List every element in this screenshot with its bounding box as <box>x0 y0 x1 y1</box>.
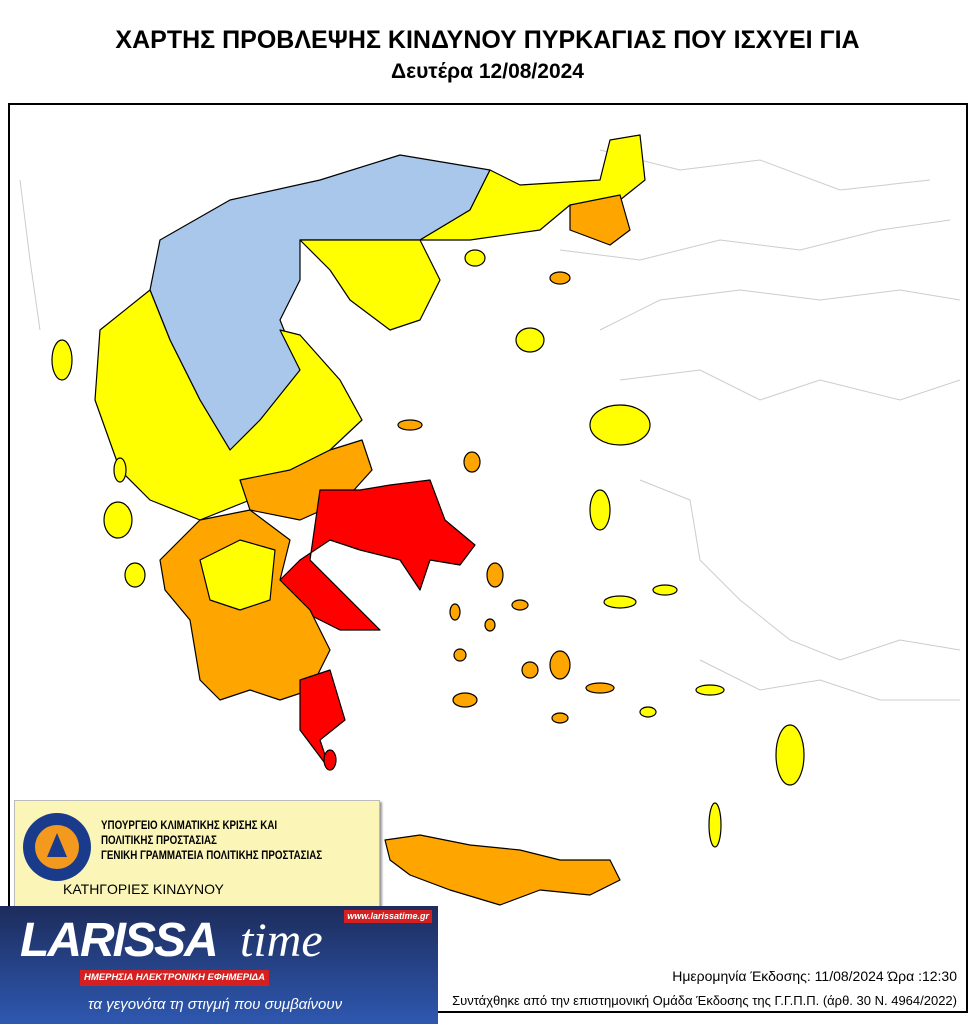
ministry-line-3: ΓΕΝΙΚΗ ΓΡΑΜΜΑΤΕΙΑ ΠΟΛΙΤΙΚΗΣ ΠΡΟΣΤΑΣΙΑΣ <box>101 850 323 862</box>
island-tinos <box>511 599 529 611</box>
island-kos <box>695 684 725 696</box>
island-andros <box>486 562 504 588</box>
map-frame <box>8 103 968 1013</box>
island-thasos <box>464 249 486 267</box>
island-sporades <box>397 419 423 431</box>
island-limnos <box>515 327 545 353</box>
island-naxos <box>549 650 571 680</box>
island-samos <box>603 595 637 609</box>
island-chios <box>589 489 611 531</box>
brand-url[interactable]: www.larissatime.gr <box>344 910 432 923</box>
island-samothrace <box>549 271 571 285</box>
region-attica-evia <box>279 479 476 631</box>
island-milos <box>452 692 478 708</box>
ministry-line-2: ΠΟΛΙΤΙΚΗΣ ΠΡΟΣΤΑΣΙΑΣ <box>101 835 217 847</box>
island-ikaria <box>652 584 678 596</box>
island-corfu <box>51 339 73 381</box>
region-peloponnese-inner <box>199 539 276 611</box>
ministry-info-box: ΥΠΟΥΡΓΕΙΟ ΚΛΙΜΑΤΙΚΗΣ ΚΡΙΣΗΣ ΚΑΙ ΠΟΛΙΤΙΚΗ… <box>14 800 380 912</box>
region-chalkidiki <box>299 239 441 331</box>
map-date: Δευτέρα 12/08/2024 <box>391 60 584 83</box>
island-paros <box>521 661 539 679</box>
brand-slogan: τα γεγονότα τη στιγμή που συμβαίνουν <box>88 996 343 1013</box>
map-title: ΧΑΡΤΗΣ ΠΡΟΒΛΕΨΗΣ ΚΙΝΔΥΝΟΥ ΠΥΡΚΑΓΙΑΣ ΠΟΥ … <box>115 26 860 54</box>
island-kefalonia <box>103 501 133 539</box>
region-evros-south <box>569 194 631 246</box>
neighbor-borders <box>19 149 961 701</box>
larissatime-banner[interactable]: LARISSA time www.larissatime.gr ΗΜΕΡΗΣΙΑ… <box>0 906 438 1024</box>
brand-subtitle: ΗΜΕΡΗΣΙΑ ΗΛΕΚΤΡΟΝΙΚΗ ΕΦΗΜΕΡΙΔΑ <box>80 970 269 986</box>
island-lesvos <box>589 404 651 446</box>
island-lefkada <box>113 457 127 483</box>
island-skyros <box>463 451 481 473</box>
island-amorgos <box>585 682 615 694</box>
island-zakynthos <box>124 562 146 588</box>
island-kea <box>449 603 461 621</box>
region-epirus-thessaly <box>94 289 363 521</box>
island-syros <box>484 618 496 632</box>
credit-note: Συντάχθηκε από την επιστημονική Ομάδα Έκ… <box>452 993 957 1008</box>
island-santorini <box>551 712 569 724</box>
brand-name-time: time <box>240 914 323 967</box>
issue-date: Ημερομηνία Έκδοσης: 11/08/2024 Ώρα :12:3… <box>672 968 957 984</box>
civil-protection-logo <box>23 813 91 881</box>
island-karpathos <box>708 802 722 848</box>
island-serifos <box>453 648 467 662</box>
region-laconia <box>299 669 346 771</box>
island-astypalea <box>639 706 657 718</box>
region-crete <box>384 834 621 906</box>
island-kythira <box>323 749 337 771</box>
ministry-line-1: ΥΠΟΥΡΓΕΙΟ ΚΛΙΜΑΤΙΚΗΣ ΚΡΙΣΗΣ ΚΑΙ <box>101 820 278 832</box>
island-rhodes <box>775 724 805 786</box>
risk-regions <box>51 134 805 906</box>
brand-name: LARISSA <box>20 914 219 967</box>
risk-categories-heading: ΚΑΤΗΓΟΡΙΕΣ ΚΙΝΔΥΝΟΥ <box>63 881 224 897</box>
